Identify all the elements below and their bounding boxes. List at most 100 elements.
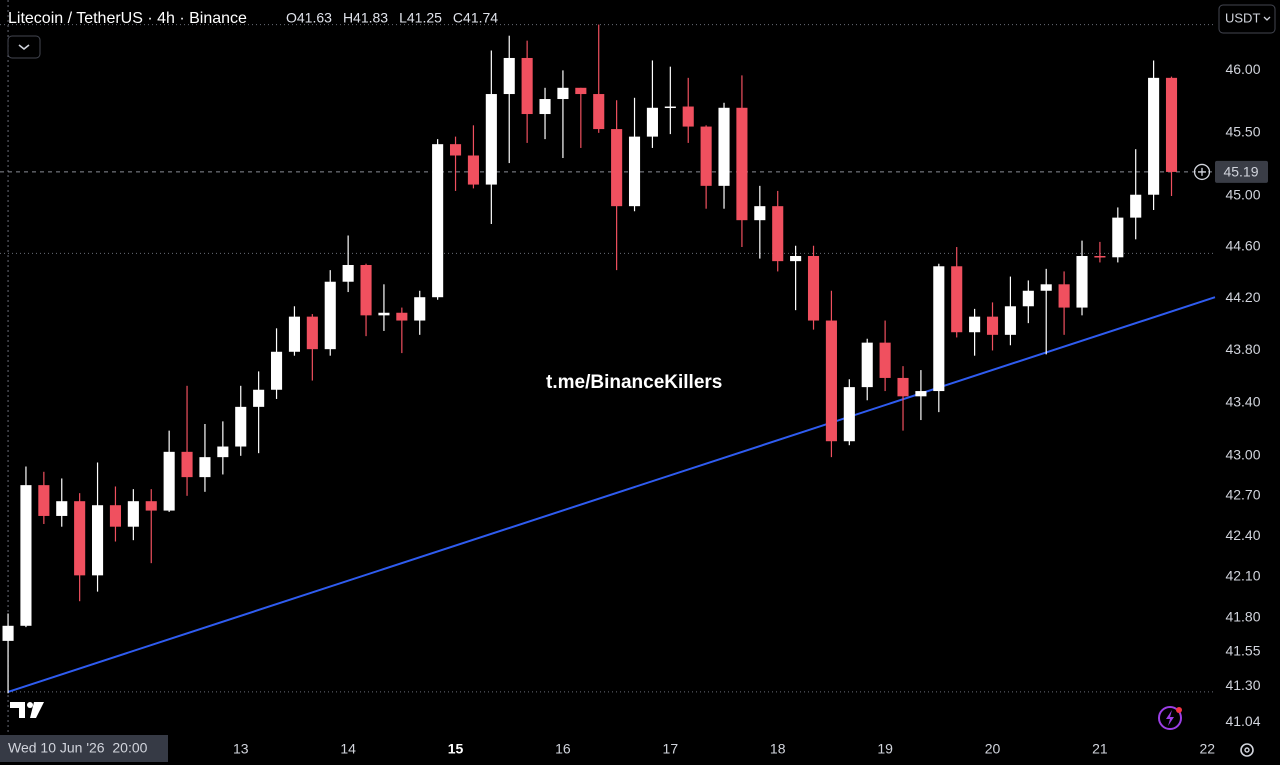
candle-body [396, 312, 408, 321]
lightning-icon[interactable] [1158, 706, 1182, 730]
x-tick-label: 19 [877, 741, 893, 757]
currency-label: USDT [1225, 10, 1260, 25]
tv-logo [10, 702, 44, 718]
y-tick-label: 44.60 [1225, 238, 1260, 254]
y-tick-label: 46.00 [1225, 61, 1260, 77]
candle-body [682, 106, 694, 127]
ohlc-legend: O41.63 H41.83 L41.25 C41.74 [286, 10, 498, 26]
candle-body [700, 126, 712, 186]
y-tick-label: 42.70 [1225, 487, 1260, 503]
candle-body [790, 256, 802, 262]
candle-body [611, 129, 623, 207]
candle-body [1040, 284, 1052, 291]
candle-body [1004, 306, 1016, 335]
candle-body [772, 206, 784, 262]
y-tick-label: 41.04 [1225, 713, 1260, 729]
x-tick-label: 21 [1092, 741, 1108, 757]
candle-body [378, 312, 390, 316]
candle-body [163, 451, 175, 511]
chevron-icon [18, 44, 30, 51]
candle-body [879, 342, 891, 378]
candle-body [199, 457, 211, 478]
add-alert-icon[interactable] [1193, 163, 1211, 181]
candle-body [109, 505, 121, 527]
x-tick-label: 20 [985, 741, 1001, 757]
candle-body [575, 87, 587, 95]
candle-body [807, 256, 820, 321]
watermark: t.me/BinanceKillers [546, 372, 722, 393]
y-tick-label: 41.30 [1225, 677, 1260, 693]
candle-body [951, 266, 963, 333]
y-tick-label: 41.55 [1225, 643, 1260, 659]
candle-body [306, 316, 318, 350]
trendline [7, 296, 1216, 693]
x-tick-label: 16 [555, 741, 571, 757]
candle-body [432, 144, 444, 298]
candle-body [1165, 77, 1178, 172]
ohlc-value: H41.83 [343, 10, 388, 26]
plus-icon [1198, 167, 1206, 176]
candle-body [38, 485, 50, 516]
candle-body [521, 57, 533, 115]
candle-body [414, 297, 426, 321]
candle-body [181, 451, 193, 478]
candle-body [933, 266, 945, 392]
candle-body [1058, 284, 1070, 308]
candle-body [360, 264, 372, 316]
candle-body [145, 501, 157, 511]
candle-body [664, 106, 676, 109]
y-tick-label: 43.40 [1225, 394, 1260, 410]
y-tick-label: 44.20 [1225, 289, 1260, 305]
candle-body [557, 87, 569, 100]
crosshair-label-bg [0, 735, 168, 762]
candle-body [467, 155, 479, 185]
candle-body [1076, 256, 1088, 308]
candle-body [1112, 217, 1124, 258]
price-label: 45.19 [1223, 164, 1258, 180]
candle-body [1022, 290, 1034, 307]
candle-body [235, 406, 247, 447]
settings-icon[interactable] [1240, 743, 1254, 757]
x-tick-label: 18 [770, 741, 786, 757]
candle-body [449, 144, 462, 156]
candle-body [56, 501, 68, 516]
candle-body [969, 316, 981, 333]
x-tick-label: 17 [663, 741, 679, 757]
candle-body [1094, 256, 1106, 258]
candle-body [503, 57, 515, 95]
collapse-button[interactable] [7, 35, 41, 59]
candle-body [74, 501, 86, 576]
candle-body [1130, 194, 1142, 218]
chart-title: Litecoin / TetherUS · 4h · Binance [8, 10, 247, 27]
candle-body [539, 99, 551, 115]
candle-body [92, 505, 104, 576]
plot-area [0, 0, 1216, 735]
x-tick-label: 13 [233, 741, 249, 757]
y-tick-label: 45.00 [1225, 187, 1260, 203]
candle-body [736, 107, 748, 221]
candle-body [127, 501, 139, 527]
candle-body [843, 387, 855, 442]
candle-body [593, 94, 605, 130]
candle-body [915, 391, 927, 397]
candle-body [825, 320, 837, 442]
candle-body [253, 389, 265, 407]
x-tick-label: 15 [448, 741, 464, 757]
currency-button[interactable] [1218, 4, 1276, 34]
x-tick-label: 22 [1200, 741, 1216, 757]
ohlc-value: O41.63 [286, 10, 332, 26]
y-tick-label: 43.00 [1225, 447, 1260, 463]
candle-body [270, 351, 283, 390]
ohlc-value: L41.25 [399, 10, 442, 26]
ohlc-value: C41.74 [453, 10, 498, 26]
y-tick-label: 42.40 [1225, 527, 1260, 543]
candle-body [718, 107, 730, 186]
y-tick-label: 42.10 [1225, 567, 1260, 583]
y-tick-label: 45.50 [1225, 124, 1260, 140]
candle-body [485, 94, 497, 185]
candle-body [20, 485, 32, 626]
y-tick-label: 41.80 [1225, 608, 1260, 624]
candle-body [897, 377, 909, 397]
